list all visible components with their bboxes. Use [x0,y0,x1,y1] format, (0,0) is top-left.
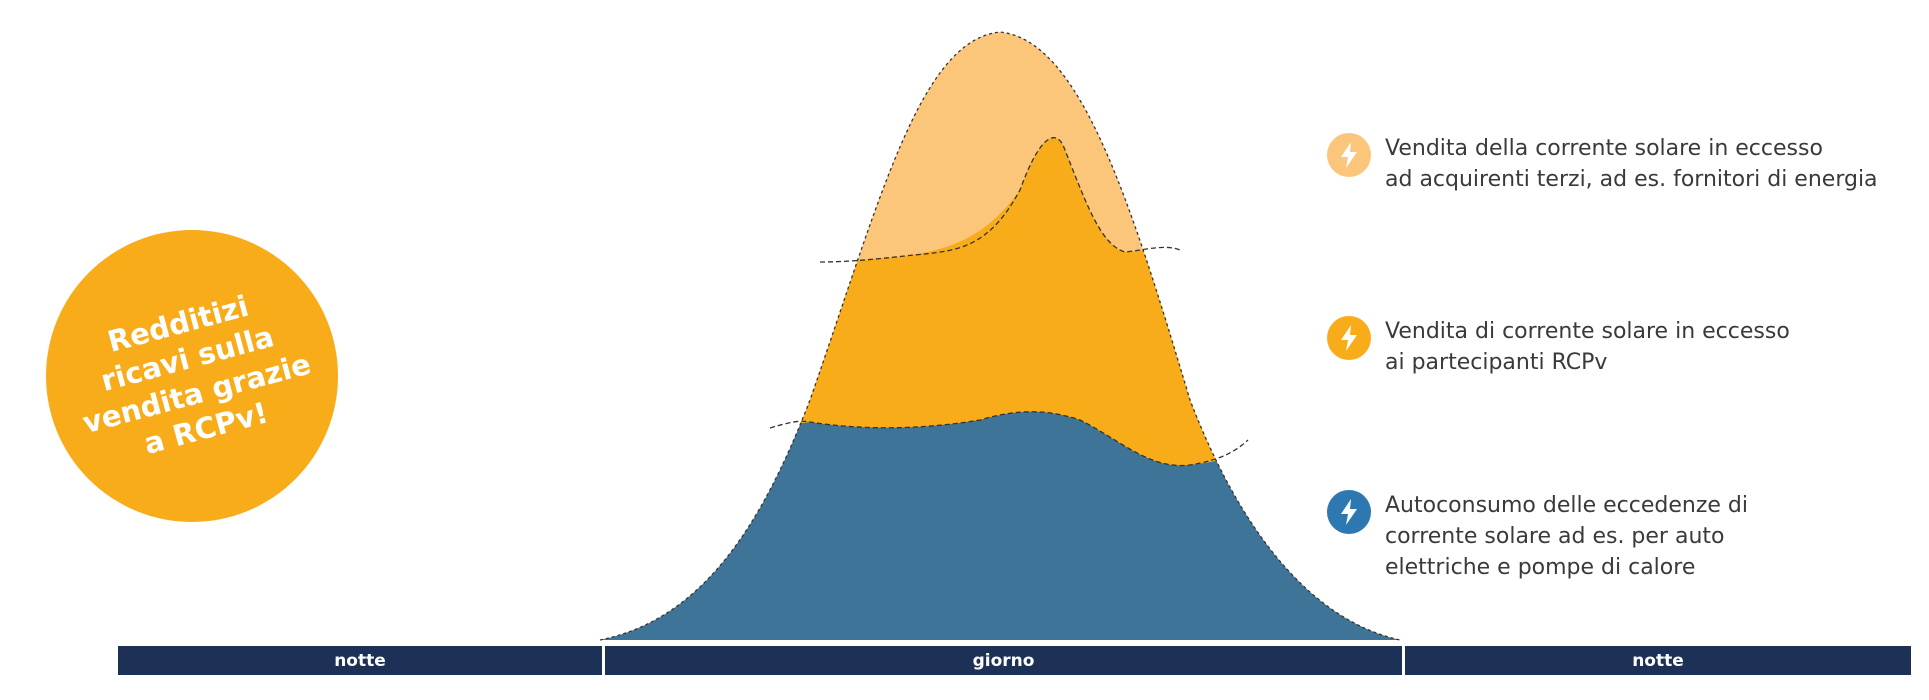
lightning-icon [1327,133,1371,177]
legend-item-sale-rcpv: Vendita di corrente solare in eccesso ai… [1327,316,1905,378]
legend-line: ad acquirenti terzi, ad es. fornitori di… [1385,167,1878,192]
legend-line: Autoconsumo delle eccedenze di [1385,493,1748,518]
timeline-night-right: notte [1405,646,1911,675]
legend-text: Vendita della corrente solare in eccesso… [1385,133,1905,195]
lightning-icon [1327,490,1371,534]
legend-line: elettriche e pompe di calore [1385,555,1696,580]
timeline-day: giorno [605,646,1402,675]
area-self-consumption [600,411,1400,640]
legend-line: corrente solare ad es. per auto [1385,524,1725,549]
lightning-icon [1327,316,1371,360]
legend-line: ai partecipanti RCPv [1385,350,1608,375]
legend-text: Vendita di corrente solare in eccesso ai… [1385,316,1905,378]
lower-boundary-line [769,411,1249,467]
legend-item-self-consumption: Autoconsumo delle eccedenze di corrente … [1327,490,1905,583]
legend-item-sale-third-parties: Vendita della corrente solare in eccesso… [1327,133,1905,195]
revenue-badge: Redditizi ricavi sulla vendita grazie a … [46,230,338,522]
legend-line: Vendita della corrente solare in eccesso [1385,136,1823,161]
legend-text: Autoconsumo delle eccedenze di corrente … [1385,490,1905,583]
legend-line: Vendita di corrente solare in eccesso [1385,319,1790,344]
timeline-night-left: notte [118,646,602,675]
bell-outline [599,31,1401,641]
